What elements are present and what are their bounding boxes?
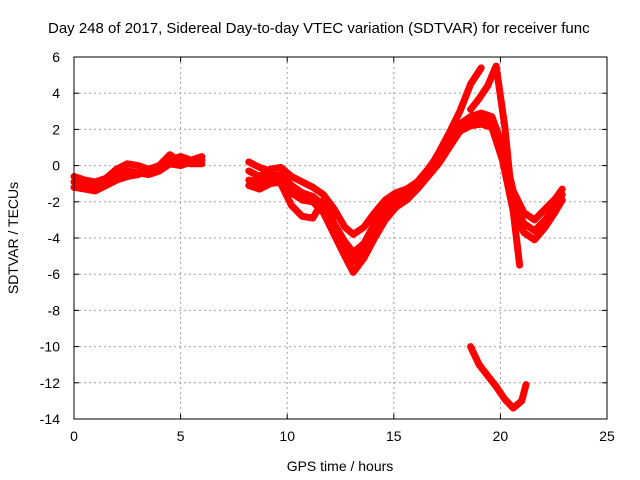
y-tick-label: 0 <box>52 158 60 174</box>
series-line-2 <box>70 153 206 195</box>
x-axis-label: GPS time / hours <box>287 458 394 474</box>
y-tick-label: -8 <box>48 302 61 318</box>
x-tick-label: 10 <box>279 428 295 444</box>
y-tick-label: 6 <box>52 49 60 65</box>
x-tick-label: 25 <box>599 428 615 444</box>
y-tick-label: -14 <box>40 411 60 427</box>
y-axis-label: SDTVAR / TECUs <box>5 182 21 294</box>
x-tick-label: 0 <box>70 428 78 444</box>
series-line-3 <box>70 151 206 186</box>
axis-ticks: 0 5 10 15 20 25 -14 -12 -10 -8 -6 -4 -2 0 2 4 6 <box>40 49 615 444</box>
y-tick-label: -2 <box>48 194 61 210</box>
y-tick-label: -12 <box>40 375 60 391</box>
x-tick-label: 5 <box>177 428 185 444</box>
data-series-group <box>70 62 566 412</box>
y-tick-label: -10 <box>40 339 60 355</box>
y-tick-label: 2 <box>52 121 60 137</box>
y-tick-label: 4 <box>52 85 60 101</box>
x-tick-label: 15 <box>386 428 402 444</box>
y-tick-label: -6 <box>48 266 61 282</box>
series-line-8 <box>467 62 524 269</box>
series-line-7 <box>245 64 485 256</box>
y-tick-label: -4 <box>48 230 61 246</box>
series-line-9 <box>467 343 530 412</box>
chart-title: Day 248 of 2017, Sidereal Day-to-day VTE… <box>48 20 590 37</box>
x-tick-label: 20 <box>493 428 509 444</box>
